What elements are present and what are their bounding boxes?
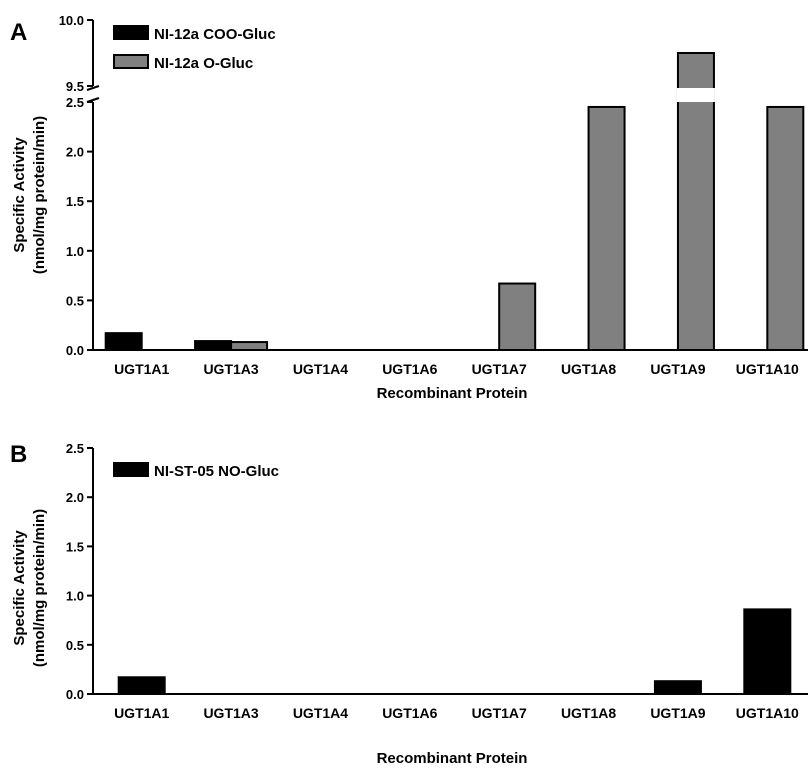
bar-ugt1a1-series-1 [104, 332, 143, 351]
legend-swatch-series-2 [113, 54, 149, 69]
bar-ugt1a9-series-2 [676, 52, 715, 351]
legend-swatch-series-1 [113, 462, 149, 477]
y-tick-label: 2.0 [66, 490, 84, 505]
panel-b-letter: B [10, 441, 27, 468]
panel-a-y-ticks: 0.0 0.5 1.0 1.5 2.0 2.59.5 10.0 [59, 13, 93, 358]
y-tick-label: 1.0 [66, 244, 84, 259]
panel-b-x-axis-title: Recombinant Protein [377, 750, 528, 767]
y-tick-label: 9.5 [66, 79, 84, 94]
panel-a-x-axis-title: Recombinant Protein [377, 385, 528, 402]
panel-b-legend: NI-ST-05 NO-Gluc [113, 462, 279, 480]
panel-b-y-axis-title-line1: Specific Activity [11, 530, 28, 646]
x-tick-label-ugt1a1: UGT1A1 [114, 361, 169, 377]
legend-swatch-series-1 [113, 25, 149, 40]
x-tick-label-ugt1a4: UGT1A4 [293, 361, 348, 377]
bar-ugt1a10-series-1 [743, 608, 792, 695]
x-tick-label-ugt1a9: UGT1A9 [650, 705, 705, 721]
legend-label-series-1: NI-12a COO-Gluc [154, 26, 276, 43]
x-tick-label-ugt1a8: UGT1A8 [561, 705, 616, 721]
y-tick-label: 1.5 [66, 539, 84, 554]
y-tick-label: 10.0 [59, 13, 84, 28]
legend-label-series-1: NI-ST-05 NO-Gluc [154, 463, 279, 480]
bar-ugt1a3-series-1 [194, 340, 233, 351]
x-tick-label-ugt1a10: UGT1A10 [736, 705, 799, 721]
panel-b-bars [117, 608, 792, 696]
x-tick-label-ugt1a3: UGT1A3 [203, 361, 258, 377]
panel-b-y-axis-title-line2: (nmol/mg protein/min) [31, 509, 48, 667]
x-tick-label-ugt1a10: UGT1A10 [736, 361, 799, 377]
panel-b-y-ticks: 0.0 0.5 1.0 1.5 2.0 2.5 [66, 441, 93, 702]
x-tick-label-ugt1a8: UGT1A8 [561, 361, 616, 377]
y-tick-label: 0.5 [66, 293, 84, 308]
x-tick-label-ugt1a4: UGT1A4 [293, 705, 348, 721]
panel-b-x-tick-labels: UGT1A1 UGT1A3 UGT1A4 UGT1A6 UGT1A7 UGT1A8 UGT1… [114, 705, 799, 721]
bar-ugt1a7-series-2 [498, 282, 537, 352]
panel-a-letter: A [10, 19, 27, 46]
panel-a-bars [104, 52, 805, 352]
panel-a-chart: A 0.0 0.5 1.0 1.5 2.0 2.59.5 10.0 UGT1A1 UGT1A3… [10, 13, 808, 402]
y-tick-label: 1.5 [66, 194, 84, 209]
x-tick-label-ugt1a6: UGT1A6 [382, 705, 437, 721]
x-tick-label-ugt1a1: UGT1A1 [114, 705, 169, 721]
bar-ugt1a9-series-1 [653, 680, 702, 696]
x-tick-label-ugt1a6: UGT1A6 [382, 361, 437, 377]
panel-a-x-tick-labels: UGT1A1 UGT1A3 UGT1A4 UGT1A6 UGT1A7 UGT1A8 UGT1… [114, 361, 799, 377]
bar-ugt1a3-series-2 [230, 341, 269, 351]
y-tick-label: 2.5 [66, 441, 84, 456]
bar-ugt1a8-series-2 [587, 105, 626, 351]
bar-ugt1a10-series-2 [766, 105, 805, 351]
y-tick-label: 2.5 [66, 95, 84, 110]
bar-ugt1a1-series-1 [117, 676, 166, 695]
x-tick-label-ugt1a9: UGT1A9 [650, 361, 705, 377]
y-tick-label: 0.0 [66, 343, 84, 358]
panel-a-y-axis-title-line1: Specific Activity [11, 137, 28, 253]
x-tick-label-ugt1a7: UGT1A7 [472, 361, 527, 377]
bar-break-gap [676, 88, 715, 102]
panel-a-legend: NI-12a COO-Gluc NI-12a O-Gluc [113, 25, 276, 72]
y-tick-label: 2.0 [66, 145, 84, 160]
legend-label-series-2: NI-12a O-Gluc [154, 55, 253, 72]
y-tick-label: 1.0 [66, 589, 84, 604]
y-tick-label: 0.0 [66, 687, 84, 702]
y-tick-label: 0.5 [66, 638, 84, 653]
panel-b-axes [92, 448, 808, 695]
x-tick-label-ugt1a3: UGT1A3 [203, 705, 258, 721]
panel-a-y-axis-title-line2: (nmol/mg protein/min) [31, 116, 48, 274]
panel-b-chart: B 0.00.51.01.52.02.5 UGT1A1 UGT1A3 UGT1A4 U… [10, 441, 808, 767]
panel-a-axis-break-mark [86, 85, 100, 91]
x-tick-label-ugt1a7: UGT1A7 [472, 705, 527, 721]
